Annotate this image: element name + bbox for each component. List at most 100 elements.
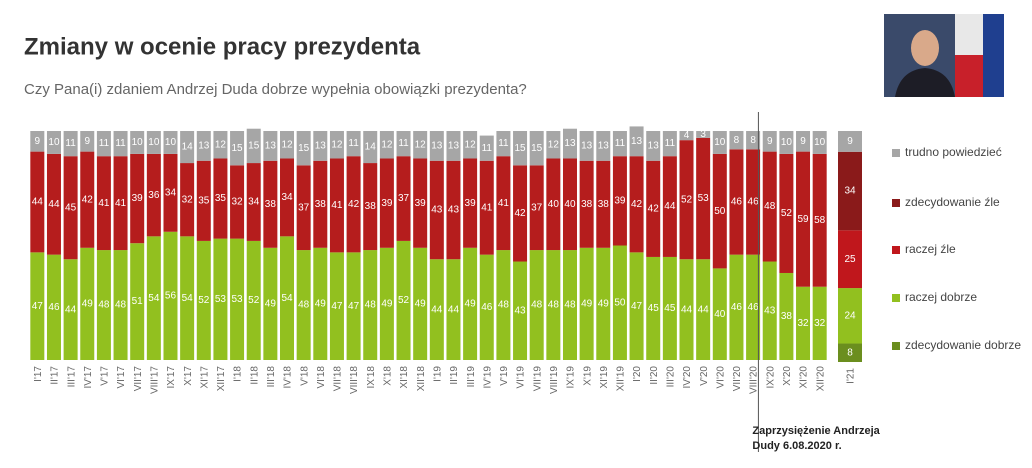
bar-segment (329, 158, 344, 253)
data-label: 13 (265, 141, 277, 152)
data-label: 11 (115, 138, 126, 149)
photo-face (911, 30, 939, 66)
data-label: 46 (731, 302, 743, 313)
data-label: 32 (814, 318, 826, 329)
x-tick-label: VIII'18 (349, 366, 360, 394)
bar-segment (629, 126, 644, 157)
data-label: 15 (514, 143, 526, 154)
photo-suit (895, 68, 955, 97)
data-label: 48 (365, 300, 377, 311)
data-label: 38 (581, 199, 593, 210)
data-label: 11 (99, 138, 110, 149)
bar-segment (513, 131, 528, 166)
bar-segment (413, 131, 428, 159)
data-label: 14 (365, 142, 377, 153)
x-tick-label: IX'20 (765, 366, 776, 389)
bar-segment (96, 156, 111, 251)
x-tick-label: VI'18 (316, 366, 327, 389)
legend-swatch (892, 342, 900, 350)
x-tick-label: IX'17 (166, 366, 177, 389)
data-label: 58 (814, 215, 826, 226)
data-label: 39 (381, 198, 393, 209)
bar-segment (163, 153, 178, 232)
data-label: 42 (348, 199, 360, 210)
bar-segment (629, 156, 644, 253)
data-label: 9 (847, 136, 853, 147)
photo-flag (983, 14, 1004, 97)
data-label: 37 (531, 202, 543, 213)
bar-segment (579, 131, 594, 161)
bar-segment (812, 131, 827, 154)
bar-segment (396, 131, 411, 157)
bar-segment (246, 240, 261, 360)
bar-segment (463, 247, 478, 360)
bar-segment (63, 131, 78, 157)
data-label: 49 (82, 299, 94, 310)
x-tick-label: II'17 (50, 366, 61, 385)
bar-segment (838, 151, 862, 231)
data-label: 42 (82, 194, 94, 205)
bar-segment (296, 250, 311, 360)
x-tick-label: XII'19 (616, 366, 627, 392)
data-label: 13 (198, 141, 210, 152)
x-tick-label: V'18 (299, 366, 310, 386)
data-label: 54 (182, 293, 194, 304)
legend-swatch (892, 199, 900, 207)
bar-segment (280, 236, 295, 360)
data-label: 47 (631, 301, 643, 312)
data-label: 42 (648, 204, 660, 215)
x-tick-label: III'18 (266, 366, 277, 388)
bar-segment (562, 250, 577, 360)
x-tick-label: IX'18 (366, 366, 377, 389)
data-label: 4 (684, 130, 690, 141)
bar-segment (230, 131, 245, 166)
legend-label: zdecydowanie źle (905, 195, 1000, 209)
data-label: 15 (531, 143, 543, 154)
bar-segment (662, 156, 677, 257)
data-label: 48 (115, 300, 127, 311)
x-tick-label: I'20 (632, 366, 643, 382)
bar-segment (246, 163, 261, 241)
bar-segment (30, 151, 45, 253)
bar-segment (296, 165, 311, 251)
data-label: 48 (98, 300, 110, 311)
bar-segment (629, 252, 644, 360)
x-tick-label: IV'18 (283, 366, 294, 389)
bar-segment (113, 156, 128, 251)
data-label: 12 (331, 139, 343, 150)
bar-segment (696, 137, 711, 260)
data-label: 12 (415, 139, 427, 150)
bar-segment (163, 231, 178, 360)
bar-segment (313, 247, 328, 360)
x-tick-label: I'19 (432, 366, 443, 382)
bar-segment (612, 245, 627, 360)
bar-segment (712, 131, 727, 154)
bar-segment (612, 156, 627, 246)
bar-segment (796, 286, 811, 360)
data-label: 51 (132, 296, 144, 307)
data-label: 10 (148, 137, 160, 148)
bar-segment (696, 259, 711, 360)
x-tick-label: III'20 (666, 366, 677, 388)
data-label: 46 (748, 302, 760, 313)
bar-segment (779, 131, 794, 154)
bar-segment (263, 160, 278, 248)
x-tick-label: VIII'17 (149, 366, 160, 394)
bar-segment (163, 131, 178, 154)
x-tick-label: I'21 (846, 368, 857, 384)
data-label: 12 (465, 139, 477, 150)
bar-segment (280, 158, 295, 237)
legend-label: zdecydowanie dobrze (905, 338, 1021, 352)
bar-segment (113, 250, 128, 360)
data-label: 41 (498, 198, 510, 209)
data-label: 53 (232, 294, 244, 305)
x-tick-label: X'17 (183, 366, 194, 386)
x-tick-label: X'20 (782, 366, 793, 386)
x-tick-label: IV'20 (682, 366, 693, 389)
data-label: 13 (631, 136, 643, 147)
bar-segment (796, 131, 811, 152)
bar-segment (746, 131, 761, 150)
bar-segment (746, 254, 761, 360)
bar-segment (313, 160, 328, 248)
